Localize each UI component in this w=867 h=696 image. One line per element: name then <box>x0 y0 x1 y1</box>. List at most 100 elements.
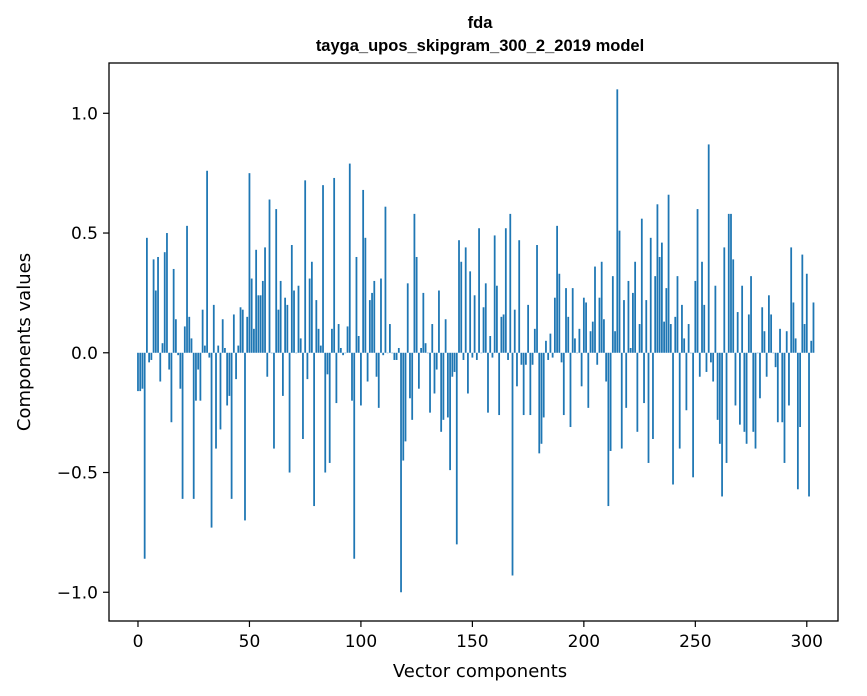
bar-component-3 <box>143 352 146 559</box>
bar-component-263 <box>723 247 726 353</box>
bar-component-189 <box>558 273 561 353</box>
bar-component-113 <box>389 324 391 353</box>
bar-component-44 <box>235 352 237 380</box>
bar-component-99 <box>357 336 360 353</box>
x-tick-label-300: 300 <box>791 632 823 652</box>
bar-component-150 <box>471 352 474 358</box>
bar-component-7 <box>152 259 155 353</box>
bar-component-18 <box>177 352 179 356</box>
bar-component-135 <box>438 290 440 353</box>
bar-component-279 <box>759 352 761 399</box>
bar-component-153 <box>478 228 480 353</box>
bar-component-143 <box>455 352 458 545</box>
bar-component-155 <box>482 307 485 353</box>
chart-title: fda <box>468 14 494 32</box>
bar-component-52 <box>253 328 255 353</box>
bar-component-117 <box>397 347 400 353</box>
bar-component-289 <box>781 352 784 423</box>
y-tick-label--0.5: −0.5 <box>57 464 98 484</box>
bar-component-299 <box>803 324 806 353</box>
bar-component-156 <box>484 283 487 353</box>
bar-component-241 <box>674 316 677 353</box>
bar-component-122 <box>409 352 411 399</box>
bar-component-208 <box>600 261 603 353</box>
bar-component-168 <box>511 352 514 576</box>
bar-component-116 <box>395 352 398 360</box>
bar-component-258 <box>712 352 715 382</box>
bar-component-40 <box>226 352 229 406</box>
bar-component-161 <box>496 285 498 353</box>
bar-component-24 <box>190 338 193 353</box>
bar-component-148 <box>467 352 469 394</box>
bar-component-287 <box>776 352 779 423</box>
bar-component-76 <box>306 352 309 380</box>
bar-component-28 <box>199 352 202 401</box>
bar-component-55 <box>259 295 262 353</box>
bar-component-286 <box>774 352 777 368</box>
bar-component-179 <box>536 245 538 353</box>
bar-component-207 <box>598 297 601 353</box>
bar-component-236 <box>663 321 665 353</box>
bar-component-250 <box>694 280 697 353</box>
bar-component-22 <box>186 225 188 353</box>
bar-component-194 <box>569 352 572 428</box>
bar-component-242 <box>676 276 679 353</box>
bar-component-177 <box>531 352 534 365</box>
bar-component-132 <box>431 324 434 353</box>
bar-component-89 <box>335 352 338 404</box>
bar-component-200 <box>582 297 585 353</box>
bar-component-231 <box>652 352 654 439</box>
bar-component-181 <box>540 352 543 444</box>
bar-component-78 <box>310 261 313 353</box>
bar-component-124 <box>413 213 416 353</box>
bar-component-119 <box>402 352 405 461</box>
bar-component-29 <box>201 309 204 353</box>
bar-component-12 <box>163 252 166 353</box>
bar-component-68 <box>288 352 291 473</box>
bar-component-83 <box>322 185 324 353</box>
bar-component-98 <box>355 256 358 353</box>
bar-component-162 <box>498 352 501 416</box>
bar-component-5 <box>148 352 151 363</box>
bar-component-121 <box>406 283 409 353</box>
bar-component-73 <box>299 338 302 353</box>
bar-component-92 <box>342 352 344 356</box>
chart-subtitle: tayga_upos_skipgram_300_2_2019 model <box>316 37 644 55</box>
bar-component-247 <box>687 324 690 353</box>
bar-component-33 <box>210 352 213 528</box>
bar-component-2 <box>141 352 144 389</box>
bar-component-228 <box>645 300 648 353</box>
bar-component-234 <box>658 256 661 353</box>
bar-component-14 <box>168 352 171 370</box>
bar-component-171 <box>518 240 521 353</box>
bar-component-102 <box>364 237 367 353</box>
bar-component-191 <box>562 352 565 416</box>
x-tick-label-250: 250 <box>679 632 711 652</box>
bar-component-256 <box>707 144 710 353</box>
bar-component-212 <box>609 352 612 451</box>
bar-component-115 <box>393 352 396 360</box>
bar-component-38 <box>221 319 224 353</box>
bar-component-206 <box>596 352 599 365</box>
bar-component-215 <box>616 89 619 353</box>
bar-component-59 <box>268 199 271 353</box>
x-tick-label-200: 200 <box>568 632 600 652</box>
bar-component-288 <box>779 328 781 353</box>
bar-component-229 <box>647 352 650 463</box>
bar-component-101 <box>362 189 365 353</box>
bar-component-146 <box>462 352 465 360</box>
bar-component-259 <box>714 285 717 353</box>
bar-component-1 <box>139 352 142 392</box>
bar-component-91 <box>339 347 342 353</box>
bar-component-220 <box>627 280 630 353</box>
bar-component-226 <box>640 218 643 353</box>
bar-component-182 <box>542 352 545 418</box>
bar-component-277 <box>754 352 757 449</box>
bar-component-47 <box>241 309 244 353</box>
bar-component-32 <box>208 352 211 358</box>
bar-component-35 <box>215 352 217 449</box>
bar-component-164 <box>502 314 505 353</box>
bar-component-185 <box>549 333 552 353</box>
bar-component-270 <box>739 352 741 425</box>
x-tick-label-150: 150 <box>456 632 488 652</box>
